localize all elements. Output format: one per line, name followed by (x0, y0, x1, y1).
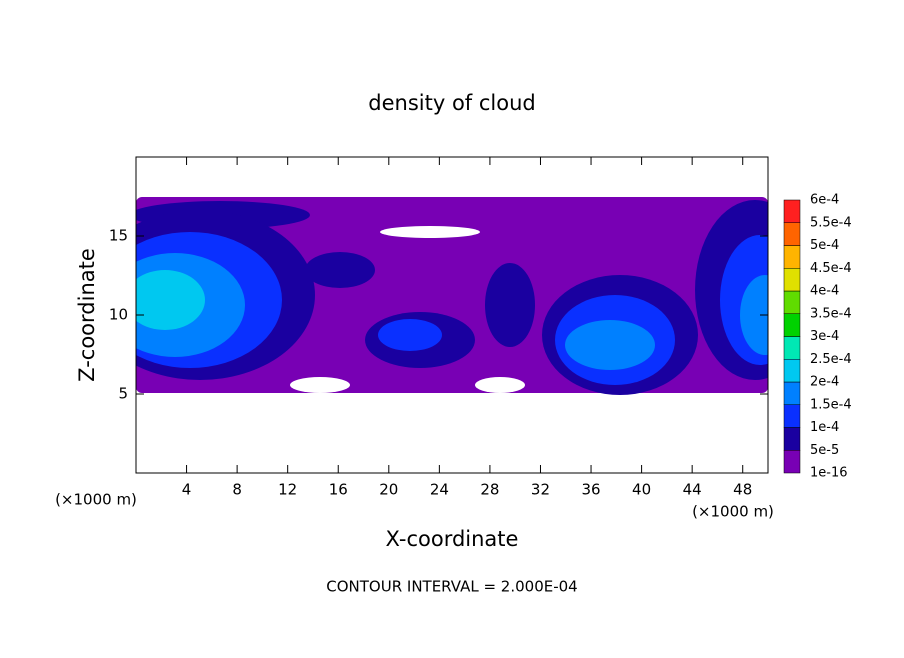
colorbar-label: 4e-4 (810, 284, 839, 299)
colorbar-label: 1e-16 (810, 466, 848, 481)
colorbar-band (783, 450, 801, 474)
colorbar-label: 1.5e-4 (810, 397, 852, 412)
x-tick-label: 16 (329, 481, 348, 499)
x-unit-label: (×1000 m) (692, 503, 774, 521)
x-tick-label: 48 (733, 481, 752, 499)
colorbar-label: 1e-4 (810, 420, 839, 435)
colorbar-label: 3.5e-4 (810, 306, 852, 321)
colorbar-band (783, 268, 801, 292)
contour-field (136, 197, 768, 395)
colorbar-band (783, 245, 801, 269)
x-tick-label: 8 (232, 481, 242, 499)
colorbar-label: 5e-4 (810, 238, 839, 253)
x-tick-label: 36 (581, 481, 600, 499)
colorbar-label: 5.5e-4 (810, 215, 852, 230)
y-axis-label: Z-coordinate (75, 248, 99, 382)
x-tick-label: 24 (430, 481, 449, 499)
colorbar-band (783, 222, 801, 246)
colorbar-band (783, 381, 801, 405)
x-tick-label: 28 (480, 481, 499, 499)
colorbar-band (783, 290, 801, 314)
colorbar-label: 5e-5 (810, 443, 839, 458)
colorbar-band (783, 336, 801, 360)
colorbar-band (783, 313, 801, 337)
x-tick-label: 20 (379, 481, 398, 499)
colorbar-label: 3e-4 (810, 329, 839, 344)
x-tick-label: 4 (182, 481, 192, 499)
annotation: CONTOUR INTERVAL = 2.000E-04 (326, 578, 577, 596)
colorbar-label: 4.5e-4 (810, 261, 852, 276)
colorbar-band (783, 404, 801, 428)
colorbar-label: 2e-4 (810, 375, 839, 390)
x-tick-label: 40 (632, 481, 651, 499)
y-tick-label: 5 (118, 385, 128, 403)
y-tick-label: 10 (109, 306, 128, 324)
chart-title: density of cloud (368, 91, 535, 115)
x-tick-label: 44 (683, 481, 702, 499)
x-tick-label: 12 (278, 481, 297, 499)
colorbar-band (783, 199, 801, 223)
colorbar-band (783, 359, 801, 383)
x-unit-label: (×1000 m) (55, 491, 137, 509)
colorbar-band (783, 427, 801, 451)
x-axis-label: X-coordinate (386, 527, 519, 551)
colorbar-label: 2.5e-4 (810, 352, 852, 367)
y-tick-label: 15 (109, 227, 128, 245)
x-tick-label: 32 (531, 481, 550, 499)
colorbar-label: 6e-4 (810, 193, 839, 208)
